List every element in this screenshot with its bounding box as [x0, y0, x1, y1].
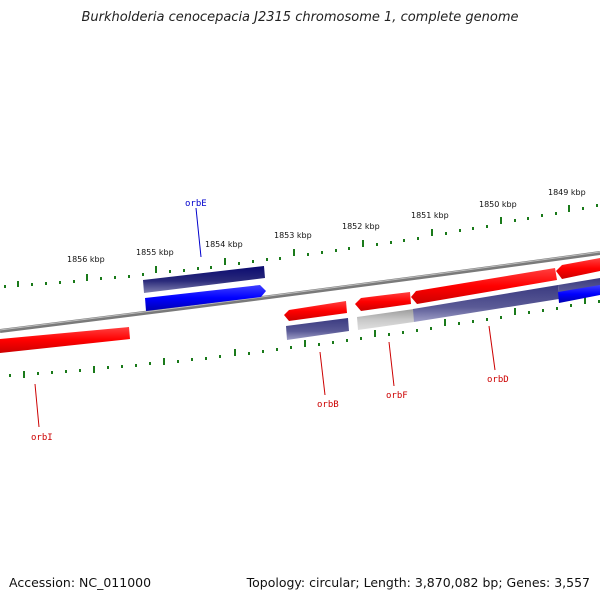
- gene-orbI-arrow: [0, 327, 130, 353]
- gene-orbD-arrow: [411, 268, 557, 304]
- gene-label-orbI[interactable]: orbI: [31, 433, 53, 443]
- gene-orbE-arrow: [145, 285, 266, 311]
- gene-label-orbD[interactable]: orbD: [487, 375, 509, 385]
- feature-navy-forward: [143, 266, 265, 293]
- backbone-arc-highlight: [0, 251, 600, 331]
- ruler-label-1851: 1851 kbp: [411, 211, 449, 220]
- feature-orbD-cds: [413, 285, 559, 322]
- orbF-leader: [388, 341, 395, 387]
- feature-next-forward: [558, 285, 600, 303]
- orbE-leader: [195, 207, 202, 258]
- orbI-leader: [34, 383, 40, 428]
- gene-next-reverse-arrow: [556, 258, 600, 279]
- backbone-arc: [0, 251, 600, 333]
- ruler-label-1852: 1852 kbp: [342, 222, 380, 231]
- upper-ruler: [4, 204, 598, 288]
- lower-ruler: [9, 297, 600, 378]
- ruler-label-1855: 1855 kbp: [136, 248, 174, 257]
- gene-orbF-arrow: [355, 292, 411, 311]
- gene-orbB-arrow: [284, 301, 347, 321]
- feature-orbB-cds: [286, 318, 349, 340]
- ruler-label-1856: 1856 kbp: [67, 255, 105, 264]
- map-title: Burkholderia cenocepacia J2315 chromosom…: [81, 10, 519, 25]
- ruler-label-1849: 1849 kbp: [548, 188, 586, 197]
- orbD-leader: [488, 325, 496, 371]
- ruler-label-1854: 1854 kbp: [205, 240, 243, 249]
- accession-text: Accession: NC_011000: [9, 575, 152, 590]
- orbB-leader: [319, 351, 326, 396]
- topology-text: Topology: circular; Length: 3,870,082 bp…: [246, 575, 590, 590]
- gene-label-orbF[interactable]: orbF: [386, 391, 408, 401]
- ruler-label-1850: 1850 kbp: [479, 200, 517, 209]
- feature-orbF-cds: [357, 309, 414, 330]
- gene-label-orbB[interactable]: orbB: [317, 400, 339, 410]
- gene-label-orbE[interactable]: orbE: [185, 199, 207, 209]
- ruler-label-1853: 1853 kbp: [274, 231, 312, 240]
